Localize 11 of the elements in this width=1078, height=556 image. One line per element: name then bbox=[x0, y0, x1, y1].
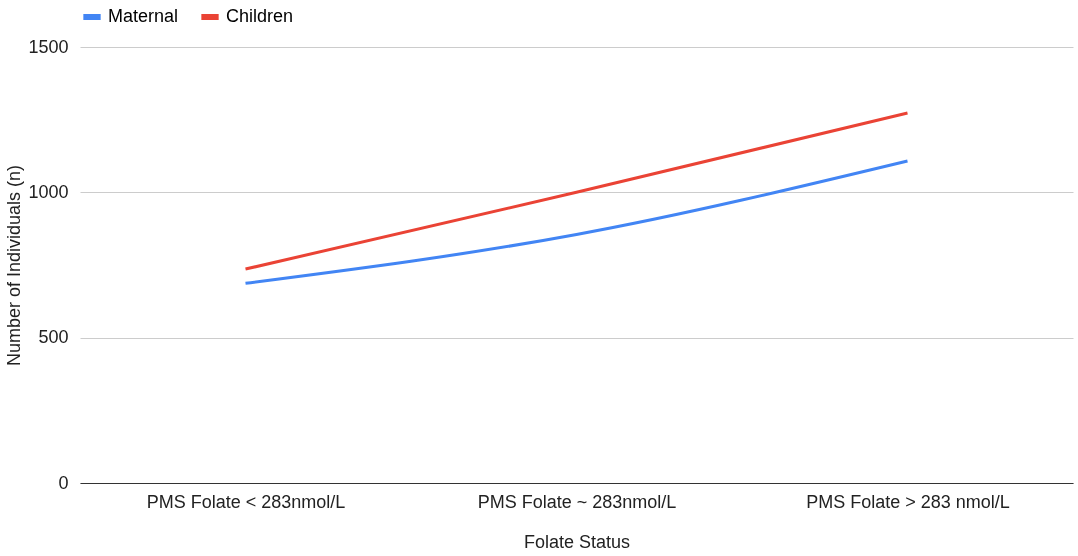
x-axis-title: Folate Status bbox=[523, 531, 631, 552]
y-axis-title: Number of Individuals (n) bbox=[4, 164, 25, 367]
x-tick-label: PMS Folate < 283nmol/L bbox=[146, 491, 346, 512]
x-tick-label: PMS Folate > 283 nmol/L bbox=[806, 491, 1010, 512]
x-tick-label: PMS Folate ~ 283nmol/L bbox=[477, 491, 677, 512]
y-tick-label: 500 bbox=[38, 327, 69, 348]
y-tick-label: 0 bbox=[58, 472, 69, 493]
y-tick-label: 1000 bbox=[28, 181, 69, 202]
legend-label: Children bbox=[226, 6, 294, 26]
y-tick-label: 1500 bbox=[28, 36, 69, 57]
legend-label: Maternal bbox=[108, 6, 179, 26]
